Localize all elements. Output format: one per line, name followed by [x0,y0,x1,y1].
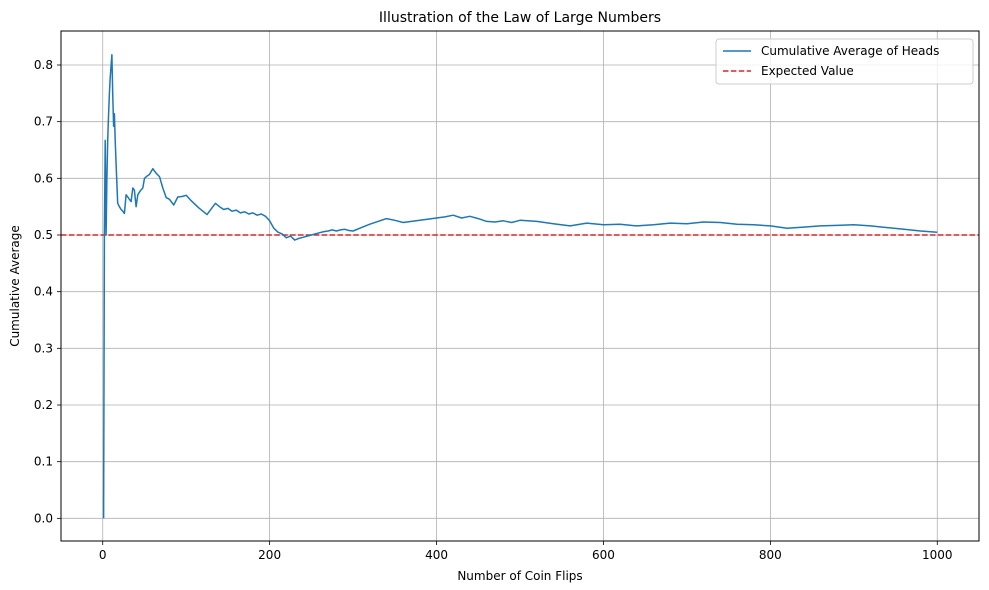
x-axis-label: Number of Coin Flips [457,569,582,583]
x-tick-label: 200 [258,548,281,562]
x-tick-label: 1000 [922,548,953,562]
x-tick-label: 0 [99,548,107,562]
y-tick-label: 0.4 [34,285,53,299]
legend: Cumulative Average of Heads Expected Val… [715,38,974,85]
plot-area-frame [60,30,980,542]
legend-label-cumulative-average: Cumulative Average of Heads [761,44,939,58]
x-tick-label: 600 [592,548,615,562]
chart-title: Illustration of the Law of Large Numbers [379,10,661,26]
y-tick-label: 0.5 [34,228,53,242]
legend-label-expected-value: Expected Value [761,64,854,78]
y-tick-label: 0.7 [34,115,53,129]
y-tick-label: 0.1 [34,455,53,469]
y-tick-label: 0.3 [34,341,53,355]
series-line-cumulative-average [102,54,938,519]
y-tick-label: 0.0 [34,511,53,525]
x-axis-ticks: 0 200 400 600 800 1000 [99,541,953,562]
x-tick-label: 400 [425,548,448,562]
series-line-group [102,54,938,519]
y-tick-label: 0.8 [34,58,53,72]
legend-box [715,38,974,85]
x-tick-label: 800 [759,548,782,562]
grid-lines [61,31,979,541]
y-axis-label: Cumulative Average [8,225,22,347]
y-axis-ticks: 0.0 0.1 0.2 0.3 0.4 0.5 0.6 0.7 0.8 [34,58,61,525]
y-tick-label: 0.2 [34,398,53,412]
y-tick-label: 0.6 [34,171,53,185]
